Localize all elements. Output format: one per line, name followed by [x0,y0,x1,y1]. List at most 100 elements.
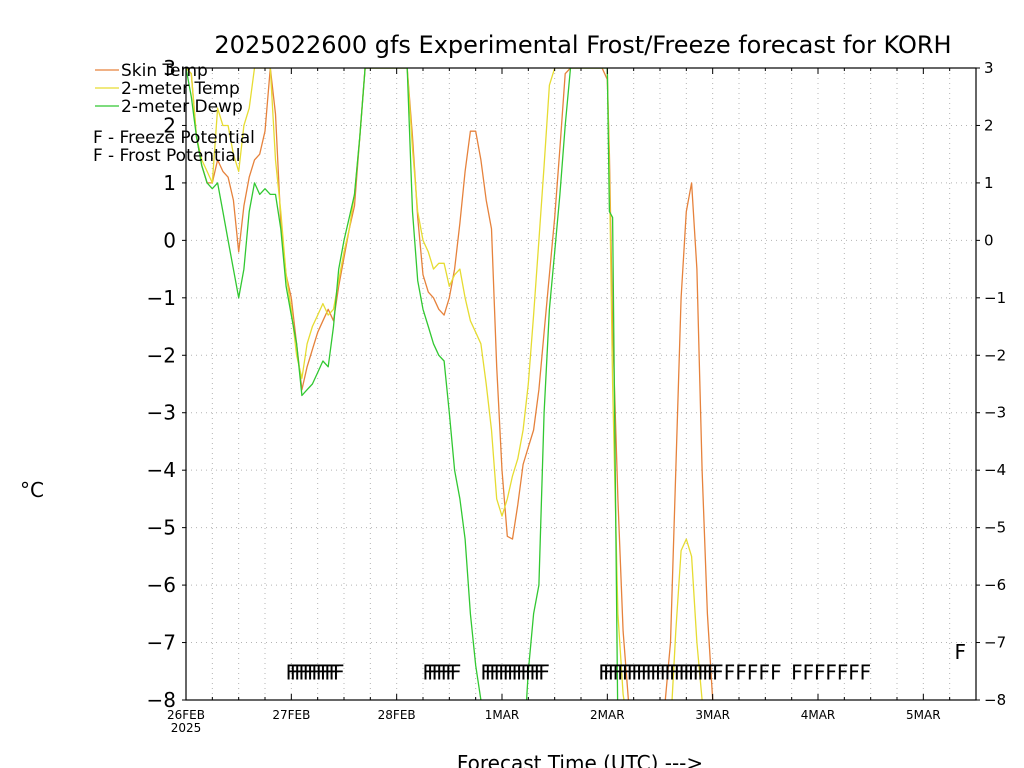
x-tick-sublabel: 2025 [171,721,202,735]
freeze-marker: F [498,660,510,684]
freeze-marker: F [613,660,625,684]
y-tick-label-left: 3 [163,56,176,80]
freeze-marker: F [707,660,719,684]
freeze-marker: F [538,660,550,684]
y-tick-label-left: −4 [147,458,176,482]
freeze-marker: F [735,660,747,684]
x-tick-label: 1MAR [485,708,520,722]
x-tick-label: 28FEB [378,708,416,722]
x-tick-label: 2MAR [590,708,625,722]
freeze-marker: F [445,660,457,684]
freeze-marker: F [860,660,872,684]
legend-marker-symbol: F [93,128,103,148]
freeze-marker: F [534,660,546,684]
freeze-marker: F [693,660,705,684]
freeze-marker: F [608,660,620,684]
y-tick-label-right: −7 [984,634,1006,652]
freeze-marker: F [316,660,328,684]
freeze-marker: F [683,660,695,684]
legend-label: 2-meter Dewp [121,97,243,117]
freeze-marker: F [650,660,662,684]
legend-marker-symbol: F [93,146,103,166]
freeze-marker: F [679,660,691,684]
freeze-marker: F [311,660,323,684]
freeze-marker: F [307,660,319,684]
x-tick-label: 3MAR [695,708,730,722]
freeze-marker: F [290,660,302,684]
freeze-marker: F [521,660,533,684]
y-tick-label-right: −2 [984,346,1006,364]
freeze-marker: F [641,660,653,684]
freeze-marker: F [622,660,634,684]
y-tick-label-left: −6 [147,573,176,597]
grid-lines [186,68,976,700]
y-axis-label: °C [20,478,44,502]
freeze-marker: F [791,660,803,684]
freeze-marker: F [324,660,336,684]
y-tick-label-right: −8 [984,691,1006,709]
freeze-marker: F [441,660,453,684]
y-tick-label-right: 1 [984,174,994,192]
freeze-marker: F [494,660,506,684]
freeze-marker: F [660,660,672,684]
y-tick-label-left: −1 [147,286,176,310]
freeze-marker: F [770,660,782,684]
freeze-marker: F [303,660,315,684]
series-lines [186,68,714,700]
freeze-marker: F [423,660,435,684]
freeze-marker: F [485,660,497,684]
frost-marker: F [954,640,966,664]
legend-label: - Frost Potential [108,146,241,166]
series-line-skin-temp [186,68,714,700]
freeze-marker: F [825,660,837,684]
y-tick-label-left: −7 [147,631,176,655]
freeze-marker: F [674,660,686,684]
freeze-marker: F [299,660,311,684]
freeze-marker: F [636,660,648,684]
freeze-marker: F [329,660,341,684]
y-tick-label-right: −4 [984,461,1006,479]
legend-label: Skin Temp [121,61,208,81]
y-tick-label-left: −3 [147,401,176,425]
freeze-marker: F [512,660,524,684]
freeze-marker: F [503,660,515,684]
y-tick-label-right: −1 [984,289,1006,307]
series-line-2-meter-dewp [186,68,619,700]
freeze-marker: F [617,660,629,684]
freeze-marker: F [669,660,681,684]
freeze-marker: F [507,660,519,684]
freeze-marker: F [747,660,759,684]
y-tick-label-left: 1 [163,171,176,195]
x-tick-label: 5MAR [906,708,941,722]
x-tick-label: 27FEB [272,708,310,722]
freeze-marker: F [432,660,444,684]
freeze-marker: F [631,660,643,684]
freeze-marker: F [848,660,860,684]
freeze-marker: F [655,660,667,684]
freeze-marker: F [627,660,639,684]
freeze-marker: F [450,660,462,684]
freeze-marker: F [814,660,826,684]
freeze-marker: F [436,660,448,684]
freeze-marker: F [688,660,700,684]
freeze-marker: F [603,660,615,684]
freeze-marker: F [525,660,537,684]
freeze-marker: F [664,660,676,684]
y-tick-label-left: −8 [147,688,176,712]
y-tick-label-right: 3 [984,59,994,77]
y-tick-label-right: 2 [984,116,994,134]
freeze-marker: F [427,660,439,684]
y-tick-label-left: −2 [147,343,176,367]
freeze-marker: F [702,660,714,684]
y-tick-label-left: 0 [163,228,176,252]
legend-label: 2-meter Temp [121,79,240,99]
freeze-marker: F [598,660,610,684]
y-tick-label-left: 2 [163,113,176,137]
freeze-marker: F [712,660,724,684]
freeze-marker: F [489,660,501,684]
freeze-marker: F [529,660,541,684]
freeze-marker: F [320,660,332,684]
